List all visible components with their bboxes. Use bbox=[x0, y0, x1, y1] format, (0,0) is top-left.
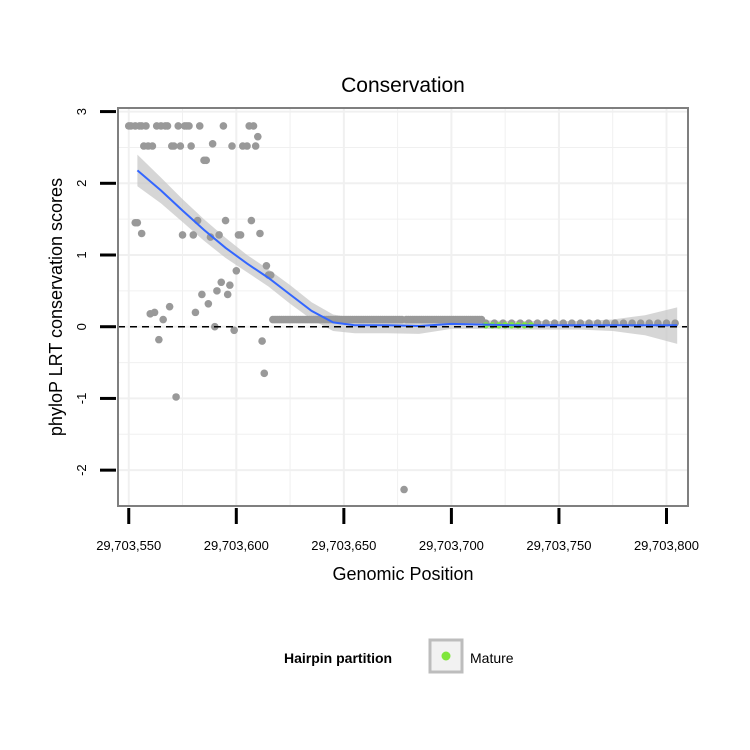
legend-key-box bbox=[428, 638, 464, 674]
legend: Hairpin partition Mature bbox=[284, 638, 514, 674]
data-point bbox=[213, 287, 221, 295]
data-point bbox=[204, 299, 213, 308]
data-point bbox=[155, 335, 163, 344]
data-point bbox=[217, 278, 226, 287]
data-point bbox=[191, 308, 200, 317]
data-point bbox=[189, 231, 198, 239]
data-point bbox=[176, 142, 185, 150]
data-point bbox=[247, 216, 256, 225]
data-point bbox=[208, 140, 217, 148]
data-point bbox=[133, 218, 142, 227]
y-tick-label: -2 bbox=[74, 464, 89, 476]
data-point bbox=[249, 122, 258, 130]
data-point bbox=[221, 216, 230, 225]
data-point bbox=[219, 122, 228, 130]
data-point bbox=[148, 142, 157, 150]
y-axis: -2 -1 0 1 2 3 bbox=[74, 108, 116, 476]
panel-grid bbox=[118, 108, 688, 506]
x-tick-label: 29,703,800 bbox=[634, 538, 699, 553]
data-point bbox=[174, 122, 183, 130]
data-point bbox=[137, 229, 146, 238]
data-point bbox=[185, 122, 193, 130]
chart-title: Conservation bbox=[341, 74, 465, 97]
data-point bbox=[236, 231, 245, 239]
data-point bbox=[223, 290, 232, 299]
data-point bbox=[165, 302, 174, 311]
data-point bbox=[260, 369, 269, 378]
data-point bbox=[195, 122, 204, 130]
y-tick-label: 1 bbox=[74, 251, 89, 258]
data-point bbox=[172, 393, 180, 401]
x-tick-label: 29,703,750 bbox=[526, 538, 591, 553]
data-points bbox=[124, 122, 679, 494]
legend-label-mature: Mature bbox=[470, 650, 514, 666]
data-point bbox=[170, 142, 178, 150]
x-axis: 29,703,550 29,703,600 29,703,650 29,703,700… bbox=[96, 508, 699, 553]
data-point bbox=[163, 122, 172, 130]
data-point bbox=[254, 132, 262, 141]
data-point bbox=[243, 142, 251, 150]
data-point bbox=[232, 266, 241, 275]
y-tick-label: 3 bbox=[74, 108, 89, 115]
data-point bbox=[215, 231, 223, 239]
data-point bbox=[142, 122, 150, 130]
smooth-fit bbox=[136, 169, 678, 328]
panel-border bbox=[117, 107, 689, 507]
x-tick-label: 29,703,550 bbox=[96, 538, 161, 553]
data-point bbox=[226, 281, 234, 289]
data-point bbox=[159, 315, 167, 324]
data-point bbox=[202, 156, 210, 165]
data-point bbox=[150, 308, 159, 317]
x-axis-title: Genomic Position bbox=[332, 564, 473, 584]
data-point bbox=[206, 233, 215, 241]
x-tick-label: 29,703,700 bbox=[419, 538, 484, 553]
x-tick-label: 29,703,650 bbox=[311, 538, 376, 553]
data-point bbox=[228, 142, 236, 150]
data-point bbox=[178, 231, 187, 239]
data-point bbox=[258, 337, 266, 345]
y-tick-label: -1 bbox=[74, 393, 89, 405]
x-tick-label: 29,703,600 bbox=[204, 538, 269, 553]
data-point bbox=[400, 485, 408, 494]
legend-title: Hairpin partition bbox=[284, 650, 392, 666]
y-tick-label: 0 bbox=[74, 323, 89, 330]
y-axis-title: phyloP LRT conservation scores bbox=[46, 178, 66, 436]
y-tick-label: 2 bbox=[74, 180, 89, 187]
legend-key-mature-dot bbox=[441, 651, 451, 661]
data-point bbox=[187, 142, 195, 150]
data-point bbox=[198, 290, 206, 299]
data-point bbox=[256, 229, 264, 238]
data-point bbox=[262, 261, 271, 270]
smooth-fit-line bbox=[136, 169, 678, 328]
data-point bbox=[251, 142, 260, 150]
data-point bbox=[230, 326, 238, 335]
